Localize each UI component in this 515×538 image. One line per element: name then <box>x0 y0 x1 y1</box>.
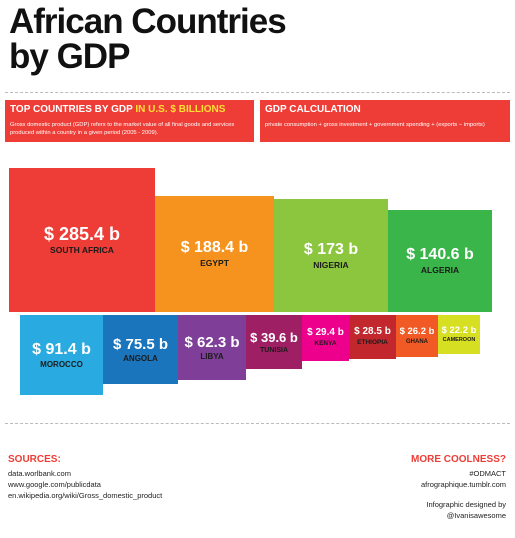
tile-value-kenya: $ 29.4 b <box>307 327 344 339</box>
tile-value-south-africa: $ 285.4 b <box>43 224 121 245</box>
tile-value-algeria: $ 140.6 b <box>406 246 474 264</box>
designer-handle[interactable]: @Ivanisawesome <box>446 511 506 520</box>
top-countries-heading: TOP COUNTRIES BY GDP IN U.S. $ BILLIONS <box>10 103 249 116</box>
tile-ethiopia: $ 28.5 b ETHIOPIA <box>349 315 396 359</box>
tile-value-libya: $ 62.3 b <box>184 333 240 351</box>
tile-kenya: $ 29.4 b KENYA <box>302 315 349 361</box>
gdp-definition: Gross domestic product (GDP) refers to t… <box>10 122 235 136</box>
tile-country-nigeria: NIGERIA <box>313 259 349 270</box>
tile-egypt: $ 188.4 b EGYPT <box>155 196 274 312</box>
site-link[interactable]: afrographique.tumblr.com <box>420 480 506 489</box>
tile-cameroon: $ 22.2 b CAMEROON <box>438 315 480 354</box>
tile-value-morocco: $ 91.4 b <box>32 340 91 358</box>
sources-heading: SOURCES: <box>8 454 61 465</box>
tile-morocco: $ 91.4 b MOROCCO <box>20 315 103 395</box>
tile-nigeria: $ 173 b NIGERIA <box>274 199 388 312</box>
more-coolness-heading: MORE COOLNESS? <box>410 454 506 465</box>
title-line-1: African Countries <box>9 2 287 41</box>
tile-value-cameroon: $ 22.2 b <box>441 324 477 336</box>
tile-value-tunisia: $ 39.6 b <box>250 329 298 345</box>
tile-value-nigeria: $ 173 b <box>303 240 359 258</box>
source-link-wikipedia[interactable]: en.wikipedia.org/wiki/Gross_domestic_pro… <box>8 491 163 500</box>
top-countries-heading-highlight: IN U.S. $ BILLIONS <box>135 104 226 115</box>
tile-ghana: $ 26.2 b GHANA <box>396 315 438 357</box>
tile-country-algeria: ALGERIA <box>420 265 460 276</box>
source-link-google[interactable]: www.google.com/publicdata <box>8 480 101 489</box>
tile-libya: $ 62.3 b LIBYA <box>178 315 246 380</box>
tile-country-libya: LIBYA <box>200 351 224 361</box>
tile-value-ethiopia: $ 28.5 b <box>354 326 391 338</box>
tile-angola: $ 75.5 b ANGOLA <box>103 315 178 384</box>
tile-country-morocco: MOROCCO <box>40 359 83 369</box>
tile-country-ethiopia: ETHIOPIA <box>357 339 388 347</box>
tile-south-africa: $ 285.4 b SOUTH AFRICA <box>9 168 155 312</box>
title-line-2: by GDP <box>9 37 130 76</box>
source-link-worldbank[interactable]: data.worlbank.com <box>8 469 71 478</box>
top-countries-heading-lead: TOP COUNTRIES BY GDP <box>10 104 133 115</box>
tile-algeria: $ 140.6 b ALGERIA <box>388 210 492 312</box>
divider-top <box>5 92 510 93</box>
gdp-calculation-panel: GDP CALCULATION private consumption + gr… <box>260 100 510 142</box>
tile-country-ghana: GHANA <box>406 339 428 346</box>
credit-line: Infographic designed by <box>426 500 506 509</box>
tile-country-south-africa: SOUTH AFRICA <box>50 245 114 256</box>
top-countries-panel: TOP COUNTRIES BY GDP IN U.S. $ BILLIONS … <box>5 100 254 142</box>
tile-country-angola: ANGOLA <box>123 353 158 363</box>
tile-country-kenya: KENYA <box>314 340 337 348</box>
tile-country-tunisia: TUNISIA <box>260 346 288 354</box>
tile-value-ghana: $ 26.2 b <box>399 325 435 337</box>
gdp-calculation-heading: GDP CALCULATION <box>265 104 361 115</box>
tile-country-cameroon: CAMEROON <box>442 337 476 343</box>
tile-value-angola: $ 75.5 b <box>112 335 169 353</box>
gdp-formula: private consumption + gross investment +… <box>265 122 485 128</box>
tile-tunisia: $ 39.6 b TUNISIA <box>246 315 302 369</box>
tile-country-egypt: EGYPT <box>200 258 229 269</box>
page-title: African Countries by GDP <box>9 4 309 74</box>
tile-value-egypt: $ 188.4 b <box>180 239 249 257</box>
hashtag[interactable]: #ODMACT <box>469 469 506 478</box>
divider-bottom <box>5 423 510 424</box>
